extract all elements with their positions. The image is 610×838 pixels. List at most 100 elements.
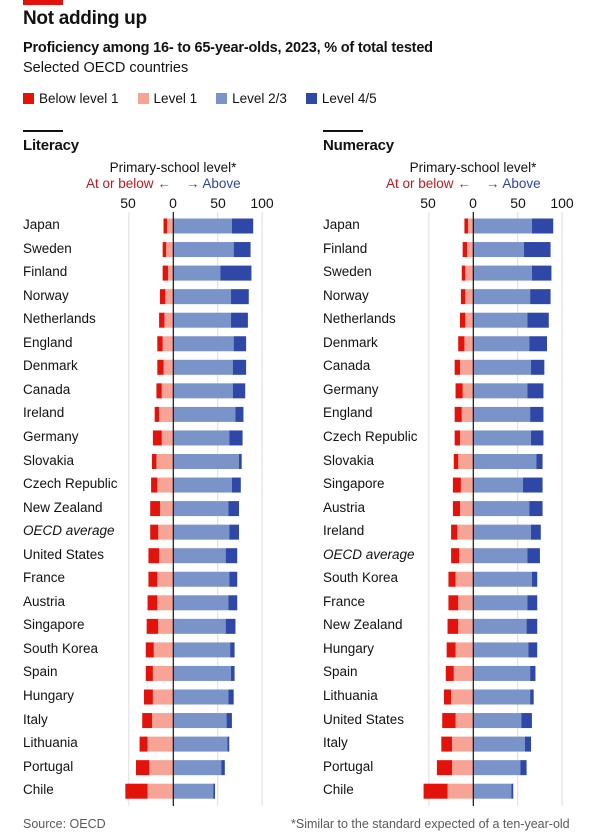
literacy-bar-level-4-5 (233, 242, 251, 258)
literacy-bar-level-1 (167, 218, 174, 234)
legend-item-below-level-1: Below level 1 (23, 91, 119, 106)
literacy-country-label: South Korea (23, 640, 99, 656)
literacy-country-label: OECD average (23, 523, 115, 539)
literacy-country-label: Ireland (23, 405, 65, 421)
literacy-bar-level-2-3 (173, 336, 234, 352)
literacy-bar-level-1 (147, 736, 174, 752)
numeracy-bar-level-4-5 (527, 312, 549, 328)
literacy-bar-below-level-1 (157, 359, 164, 375)
literacy-bar-level-2-3 (173, 242, 234, 258)
literacy-bar-level-1 (152, 665, 174, 681)
literacy-country-label: Norway (23, 287, 69, 303)
numeracy-country-label: Sweden (323, 264, 372, 280)
numeracy-bar-level-4-5 (531, 571, 538, 587)
numeracy-bar-level-2-3 (473, 289, 531, 305)
numeracy-bar-level-1 (453, 665, 474, 681)
literacy-bar-below-level-1 (148, 548, 160, 564)
literacy-bar-level-1 (166, 242, 174, 258)
literacy-country-label: Japan (23, 217, 60, 232)
numeracy-bar-below-level-1 (445, 665, 454, 681)
literacy-tick-label: 0 (169, 195, 177, 211)
literacy-bar-level-4-5 (231, 218, 254, 234)
numeracy-bar-level-4-5 (536, 454, 543, 469)
numeracy-bar-level-4-5 (527, 383, 544, 399)
literacy-bar-level-1 (149, 760, 174, 776)
legend-swatch (137, 93, 149, 104)
literacy-bar-below-level-1 (152, 430, 162, 446)
literacy-bar-level-2-3 (173, 736, 228, 752)
numeracy-tick-label: 50 (420, 195, 436, 211)
literacy-bar-below-level-1 (151, 454, 157, 469)
legend-item-level-2-3: Level 2/3 (216, 91, 287, 106)
numeracy-bar-level-4-5 (527, 548, 540, 564)
numeracy-bar-level-2-3 (473, 736, 525, 752)
literacy-bar-level-4-5 (229, 524, 240, 540)
numeracy-bar-level-1 (467, 242, 474, 258)
literacy-bar-below-level-1 (147, 595, 158, 611)
literacy-bar-level-1 (158, 524, 174, 540)
literacy-bar-level-2-3 (173, 406, 236, 422)
literacy-country-label: Czech Republic (23, 476, 118, 492)
numeracy-bar-level-4-5 (531, 524, 541, 540)
literacy-bar-below-level-1 (125, 783, 148, 799)
literacy-bar-level-1 (162, 336, 174, 352)
numeracy-country-label: Chile (323, 782, 354, 798)
numeracy-country-label: Singapore (323, 476, 385, 492)
literacy-country-label: Chile (23, 782, 54, 798)
literacy-panel-rule (23, 130, 63, 132)
literacy-tick-label: 50 (120, 195, 136, 211)
literacy-bar-level-2-3 (173, 454, 240, 469)
numeracy-bar-level-4-5 (530, 665, 536, 681)
numeracy-bar-level-4-5 (524, 736, 532, 752)
numeracy-bar-level-1 (455, 571, 474, 587)
numeracy-bar-level-2-3 (473, 336, 530, 352)
literacy-country-label: Denmark (23, 358, 78, 374)
literacy-bar-level-2-3 (173, 548, 226, 564)
numeracy-country-label: Norway (323, 287, 369, 303)
literacy-bar-level-2-3 (173, 783, 214, 799)
literacy-bar-below-level-1 (162, 242, 167, 258)
literacy-bar-level-4-5 (232, 359, 247, 375)
numeracy-bar-level-1 (460, 477, 474, 493)
legend-label: Level 1 (153, 91, 198, 106)
numeracy-bar-below-level-1 (453, 454, 459, 469)
legend-label: Level 4/5 (321, 91, 377, 106)
literacy-bar-level-2-3 (173, 595, 229, 611)
literacy-bar-level-4-5 (231, 289, 249, 305)
literacy-bar-below-level-1 (148, 571, 158, 587)
numeracy-bar-below-level-1 (436, 760, 452, 776)
literacy-country-label: Slovakia (23, 452, 75, 468)
numeracy-country-label: OECD average (323, 546, 415, 562)
literacy-bar-level-2-3 (173, 289, 232, 305)
literacy-bar-level-1 (167, 265, 174, 281)
numeracy-bar-level-1 (465, 312, 474, 328)
numeracy-bar-level-2-3 (473, 501, 530, 517)
numeracy-bar-level-1 (458, 618, 474, 634)
numeracy-bar-below-level-1 (448, 571, 456, 587)
numeracy-country-label: England (323, 405, 373, 421)
numeracy-bar-below-level-1 (462, 242, 468, 258)
numeracy-tick-label: 0 (469, 195, 477, 211)
literacy-bar-below-level-1 (159, 289, 166, 305)
numeracy-bar-below-level-1 (464, 218, 468, 234)
literacy-bar-level-4-5 (229, 571, 238, 587)
numeracy-bar-level-4-5 (530, 689, 534, 705)
numeracy-bar-level-1 (451, 736, 474, 752)
numeracy-bar-level-1 (451, 689, 474, 705)
numeracy-bar-level-4-5 (531, 359, 545, 375)
numeracy-bar-below-level-1 (448, 595, 459, 611)
numeracy-bar-level-2-3 (473, 783, 512, 799)
numeracy-bar-level-2-3 (473, 218, 532, 234)
numeracy-bar-below-level-1 (446, 642, 456, 658)
literacy-bar-level-2-3 (173, 689, 229, 705)
numeracy-country-label: Spain (323, 664, 358, 680)
arrow-left-icon: ← (157, 176, 171, 191)
legend-swatch (23, 93, 34, 104)
source-note: Source: OECD (23, 817, 106, 831)
arrow-left-icon: ← (457, 176, 471, 191)
legend-label: Below level 1 (39, 91, 119, 106)
numeracy-bar-level-1 (458, 595, 474, 611)
numeracy-bar-level-4-5 (520, 760, 527, 776)
literacy-bar-level-4-5 (232, 383, 246, 399)
